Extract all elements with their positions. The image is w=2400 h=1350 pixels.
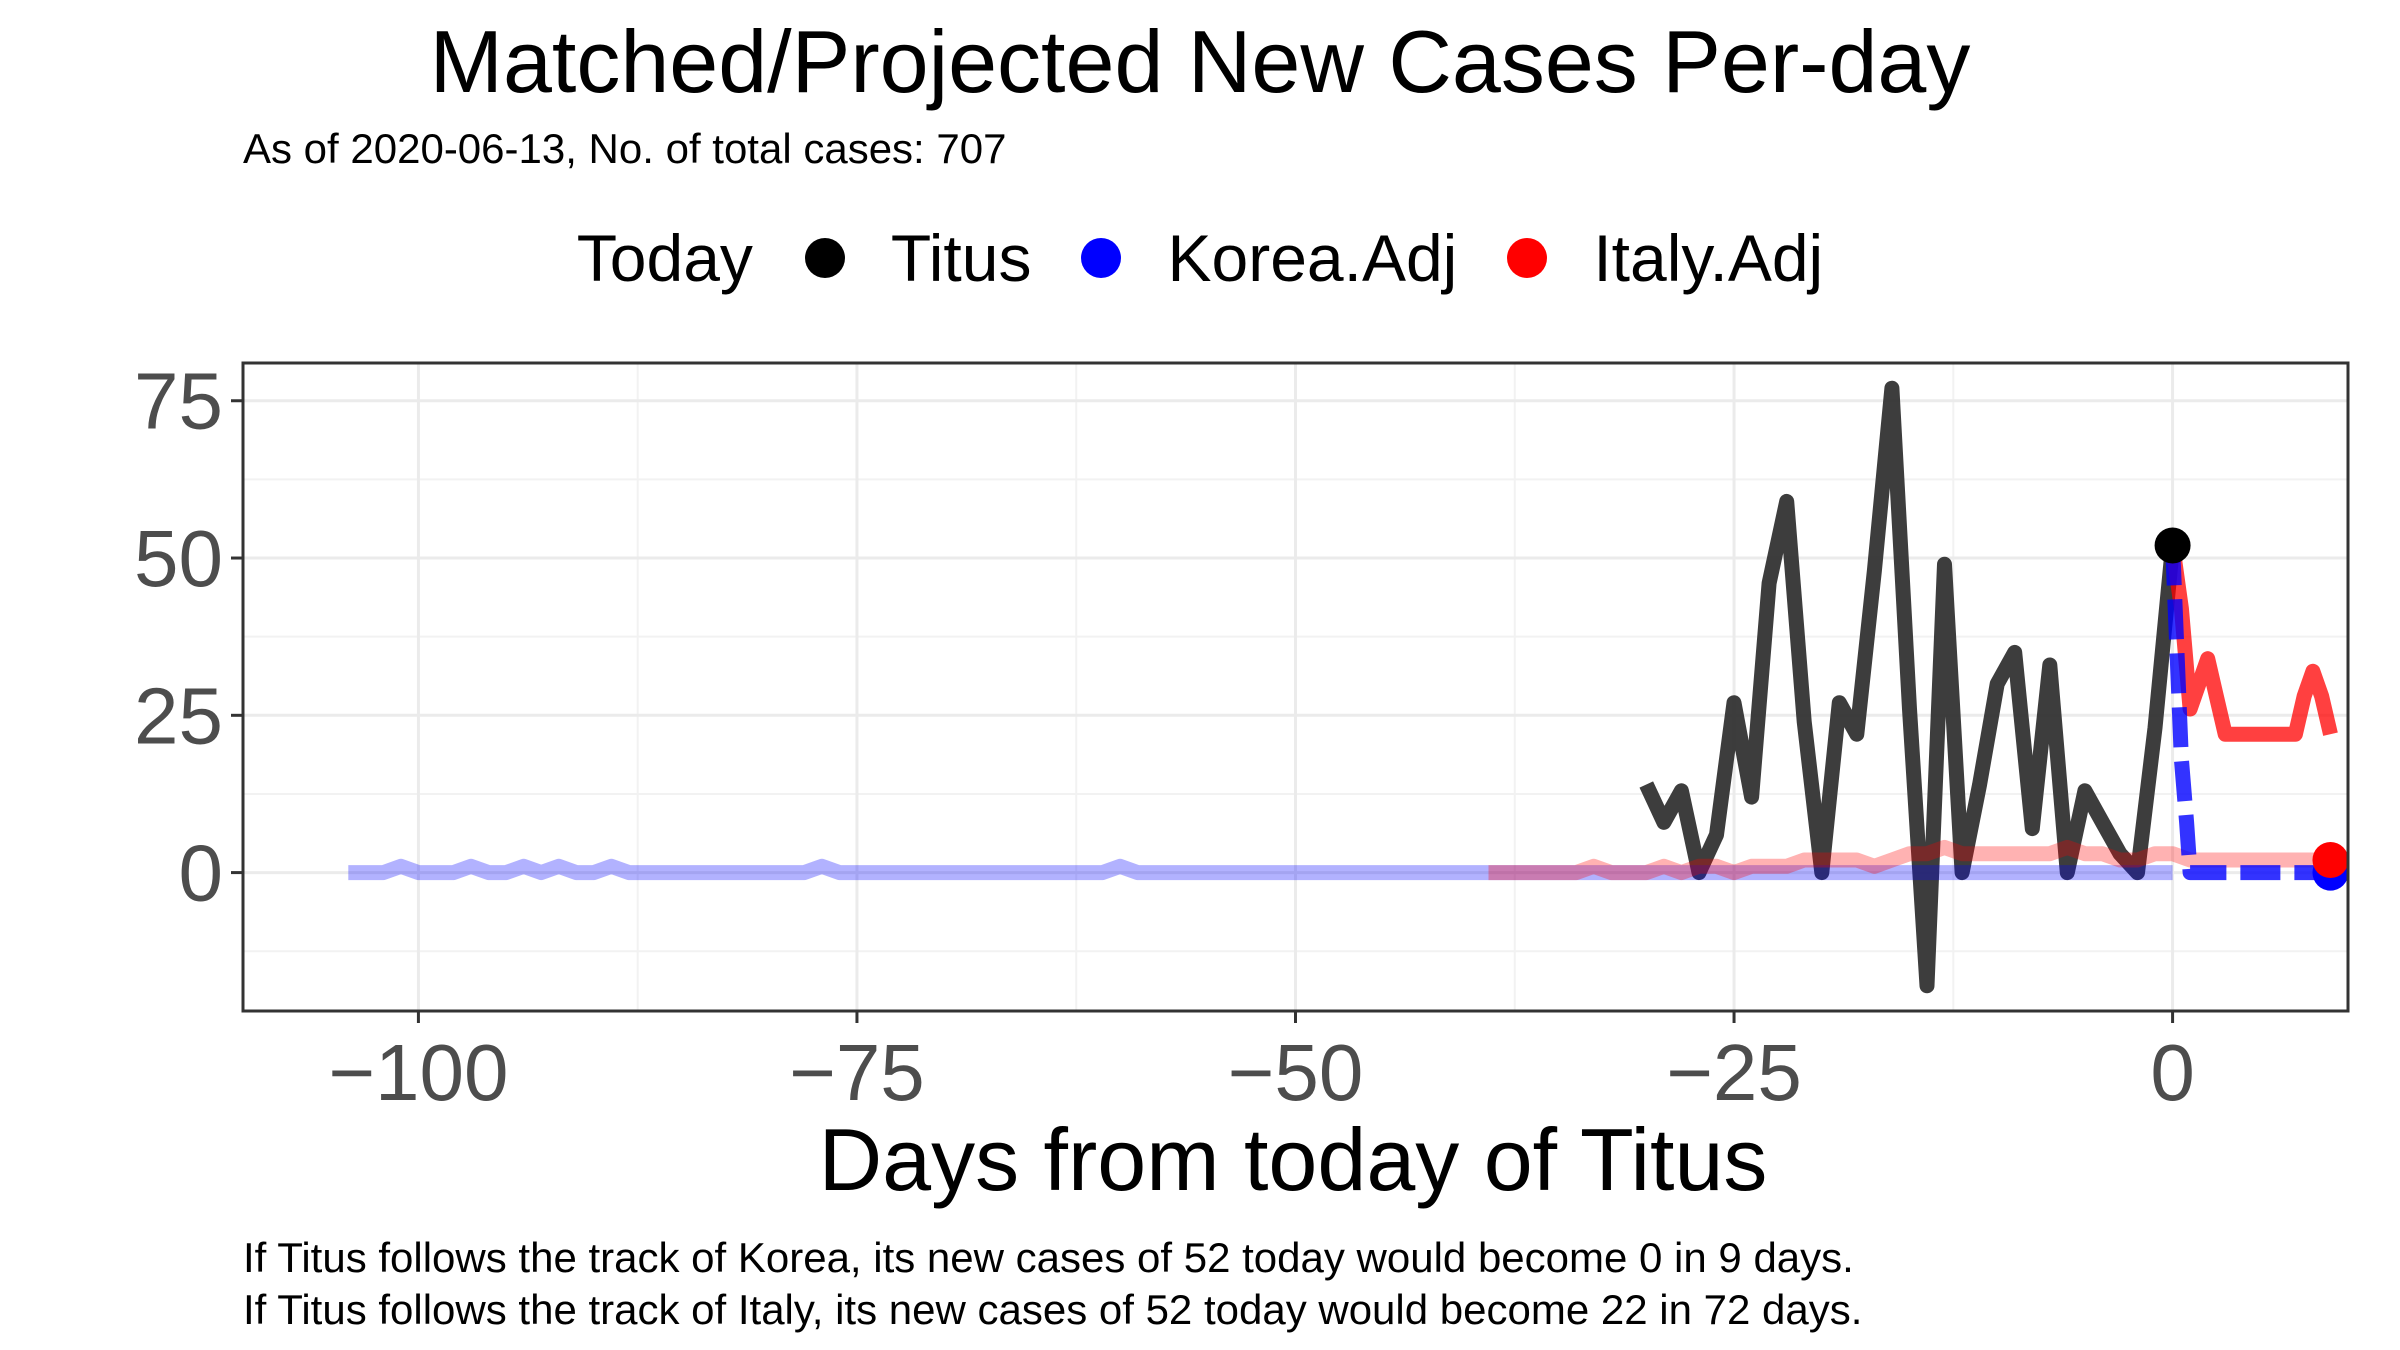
x-tick-label: −25	[1666, 1028, 1802, 1117]
caption-italy: If Titus follows the track of Italy, its…	[243, 1284, 1862, 1336]
x-axis-label: Days from today of Titus	[243, 1108, 2343, 1212]
y-tick-label: 75	[134, 357, 223, 446]
series-line-1	[348, 866, 2172, 872]
caption-korea: If Titus follows the track of Korea, its…	[243, 1232, 1854, 1284]
y-tick-label: 0	[179, 829, 224, 918]
x-tick-label: −50	[1228, 1028, 1364, 1117]
today-marker-italy-adj	[2312, 842, 2348, 878]
y-tick-label: 50	[134, 514, 223, 603]
y-tick-label: 25	[134, 671, 223, 760]
x-tick-label: −75	[789, 1028, 925, 1117]
x-tick-label: −100	[328, 1028, 508, 1117]
today-marker-titus	[2155, 527, 2191, 563]
x-tick-label: 0	[2150, 1028, 2195, 1117]
